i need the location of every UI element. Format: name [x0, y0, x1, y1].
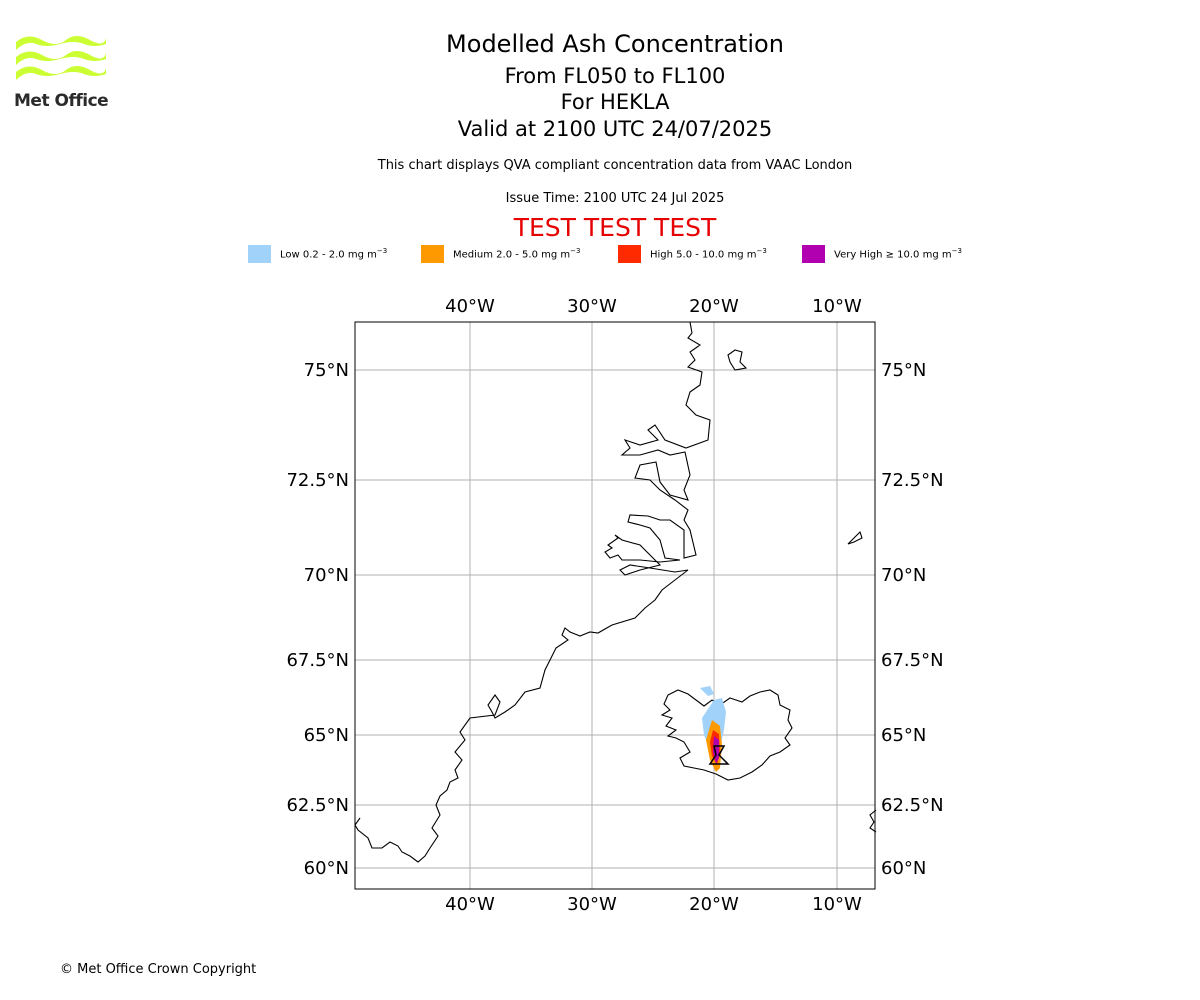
greenland-coastline [354, 321, 711, 863]
lat-tick-left: 75°N [304, 360, 349, 381]
faroe-coast [869, 809, 877, 833]
lat-tick-right: 67.5°N [881, 650, 944, 671]
test-banner: TEST TEST TEST [513, 213, 717, 242]
iceland-coastline [660, 689, 793, 781]
volcano-marker-icon [708, 745, 730, 765]
chart-description: This chart displays QVA compliant concen… [377, 158, 853, 173]
lat-tick-left: 70°N [304, 565, 349, 586]
lon-tick-bottom: 20°W [689, 894, 739, 915]
flight-level-range: From FL050 to FL100 [504, 64, 726, 88]
lat-tick-left: 60°N [304, 858, 349, 879]
legend-item-medium: Medium 2.0 - 5.0 mg m−3 [421, 244, 580, 264]
lat-tick-left: 67.5°N [286, 650, 349, 671]
met-office-logo-text: Met Office [14, 91, 109, 111]
copyright-notice: © Met Office Crown Copyright [60, 962, 257, 977]
legend-item-high: High 5.0 - 10.0 mg m−3 [618, 244, 767, 264]
greenland-north-island [727, 349, 748, 371]
legend-item-very-high: Very High ≥ 10.0 mg m−3 [802, 244, 962, 264]
map-frame [354, 321, 876, 890]
legend-swatch-medium [421, 245, 444, 263]
lon-tick-bottom: 40°W [445, 894, 495, 915]
lat-tick-right: 62.5°N [881, 795, 944, 816]
legend-item-low: Low 0.2 - 2.0 mg m−3 [248, 244, 387, 264]
jan-mayen-island [847, 530, 863, 545]
legend-swatch-high [618, 245, 641, 263]
lat-tick-left: 62.5°N [286, 795, 349, 816]
lon-tick-bottom: 30°W [567, 894, 617, 915]
legend-label-medium: Medium 2.0 - 5.0 mg m−3 [453, 247, 581, 261]
lat-tick-right: 72.5°N [881, 470, 944, 491]
met-office-logo [16, 36, 106, 80]
legend-label-high: High 5.0 - 10.0 mg m−3 [650, 247, 767, 261]
legend-label-very-high: Very High ≥ 10.0 mg m−3 [834, 247, 962, 261]
issue-time: Issue Time: 2100 UTC 24 Jul 2025 [505, 191, 725, 206]
lat-tick-right: 75°N [881, 360, 926, 381]
lon-tick-top: 20°W [689, 296, 739, 317]
lat-tick-right: 60°N [881, 858, 926, 879]
lon-tick-top: 40°W [445, 296, 495, 317]
lon-tick-top: 10°W [812, 296, 862, 317]
lon-tick-top: 30°W [567, 296, 617, 317]
map-gridlines [355, 322, 875, 889]
legend-label-low: Low 0.2 - 2.0 mg m−3 [280, 247, 388, 261]
volcano-name: For HEKLA [560, 90, 670, 114]
lat-tick-right: 65°N [881, 725, 926, 746]
lat-tick-left: 72.5°N [286, 470, 349, 491]
legend-swatch-very-high [802, 245, 825, 263]
chart-title: Modelled Ash Concentration [446, 30, 784, 58]
lat-tick-right: 70°N [881, 565, 926, 586]
valid-time: Valid at 2100 UTC 24/07/2025 [457, 117, 773, 141]
legend-swatch-low [248, 245, 271, 263]
lon-tick-bottom: 10°W [812, 894, 862, 915]
lat-tick-left: 65°N [304, 725, 349, 746]
